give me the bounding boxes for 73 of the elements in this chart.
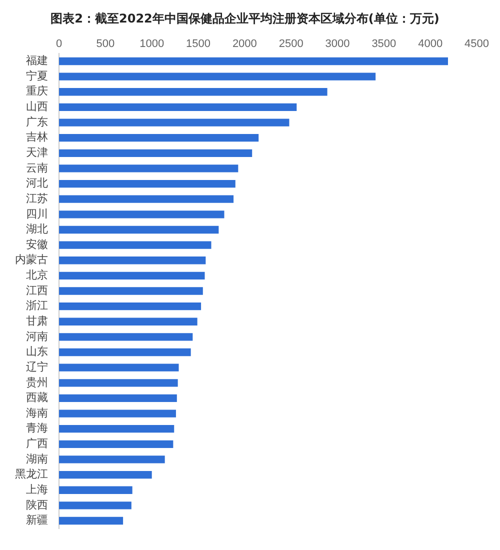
bar — [59, 241, 212, 249]
bar — [59, 72, 376, 80]
bar — [59, 287, 203, 295]
y-tick-label: 宁夏 — [26, 69, 48, 82]
chart-title: 图表2：截至2022年中国保健品企业平均注册资本区域分布(单位：万元) — [50, 11, 440, 26]
y-tick-label: 江西 — [26, 284, 48, 297]
x-tick-label: 0 — [56, 38, 62, 50]
y-tick-label: 内蒙古 — [15, 253, 48, 266]
y-tick-label: 广东 — [26, 115, 48, 128]
bar — [59, 410, 176, 418]
bar — [59, 440, 174, 448]
y-tick-label: 安徽 — [26, 238, 48, 251]
y-tick-label: 湖北 — [26, 222, 48, 236]
bar — [59, 210, 224, 218]
x-tick-label: 2000 — [232, 38, 257, 50]
x-tick-label: 1500 — [186, 38, 210, 50]
bar — [59, 302, 202, 310]
y-tick-label: 海南 — [26, 406, 48, 420]
bar — [59, 149, 252, 157]
bar — [59, 88, 328, 96]
bar — [59, 486, 132, 494]
y-tick-label: 上海 — [26, 482, 48, 496]
x-tick-label: 2500 — [278, 38, 304, 50]
bar — [59, 256, 206, 264]
y-tick-label: 福建 — [26, 54, 48, 68]
x-tick-label: 4000 — [418, 38, 443, 50]
y-tick-label: 新疆 — [26, 514, 48, 527]
bar — [59, 470, 152, 479]
bar — [59, 379, 178, 387]
bar — [59, 394, 177, 402]
bar — [59, 180, 236, 188]
y-tick-label: 广西 — [26, 437, 48, 450]
bar — [59, 333, 193, 341]
x-tick-label: 4500 — [464, 38, 490, 50]
y-tick-label: 山东 — [26, 345, 48, 358]
bar — [59, 516, 124, 525]
bar — [59, 118, 290, 126]
bar — [59, 502, 132, 510]
y-tick-label: 天津 — [26, 146, 48, 160]
y-tick-label: 辽宁 — [26, 360, 48, 374]
x-tick-label: 500 — [96, 38, 115, 50]
y-tick-label: 贵州 — [26, 376, 48, 389]
bar — [59, 456, 165, 464]
bar — [59, 364, 179, 372]
y-tick-label: 江苏 — [26, 192, 48, 205]
y-tick-label: 西藏 — [26, 391, 48, 404]
bar — [59, 103, 297, 112]
x-tick-label: 3500 — [372, 38, 396, 50]
y-tick-label: 四川 — [26, 207, 48, 220]
bar — [59, 272, 205, 280]
y-tick-label: 北京 — [26, 268, 48, 282]
x-tick-label: 3000 — [325, 38, 350, 50]
bar — [59, 318, 198, 326]
y-tick-label: 山西 — [26, 100, 48, 114]
y-tick-label: 陕西 — [26, 498, 48, 512]
bar — [59, 57, 448, 66]
bar — [59, 164, 238, 172]
bar — [59, 226, 219, 234]
y-tick-label: 青海 — [26, 422, 48, 435]
bar — [59, 348, 191, 356]
bar — [59, 134, 259, 142]
y-tick-label: 浙江 — [26, 299, 48, 312]
y-tick-label: 甘肃 — [26, 314, 48, 328]
y-tick-label: 湖南 — [26, 452, 48, 466]
bar — [59, 195, 234, 203]
y-tick-label: 重庆 — [26, 84, 48, 98]
x-tick-label: 1000 — [140, 38, 164, 50]
y-tick-label: 吉林 — [26, 130, 48, 144]
y-tick-label: 河南 — [26, 330, 48, 343]
y-tick-label: 河北 — [26, 176, 48, 190]
y-tick-label: 黑龙江 — [15, 468, 48, 481]
bar — [59, 425, 174, 433]
y-tick-label: 云南 — [26, 161, 48, 174]
